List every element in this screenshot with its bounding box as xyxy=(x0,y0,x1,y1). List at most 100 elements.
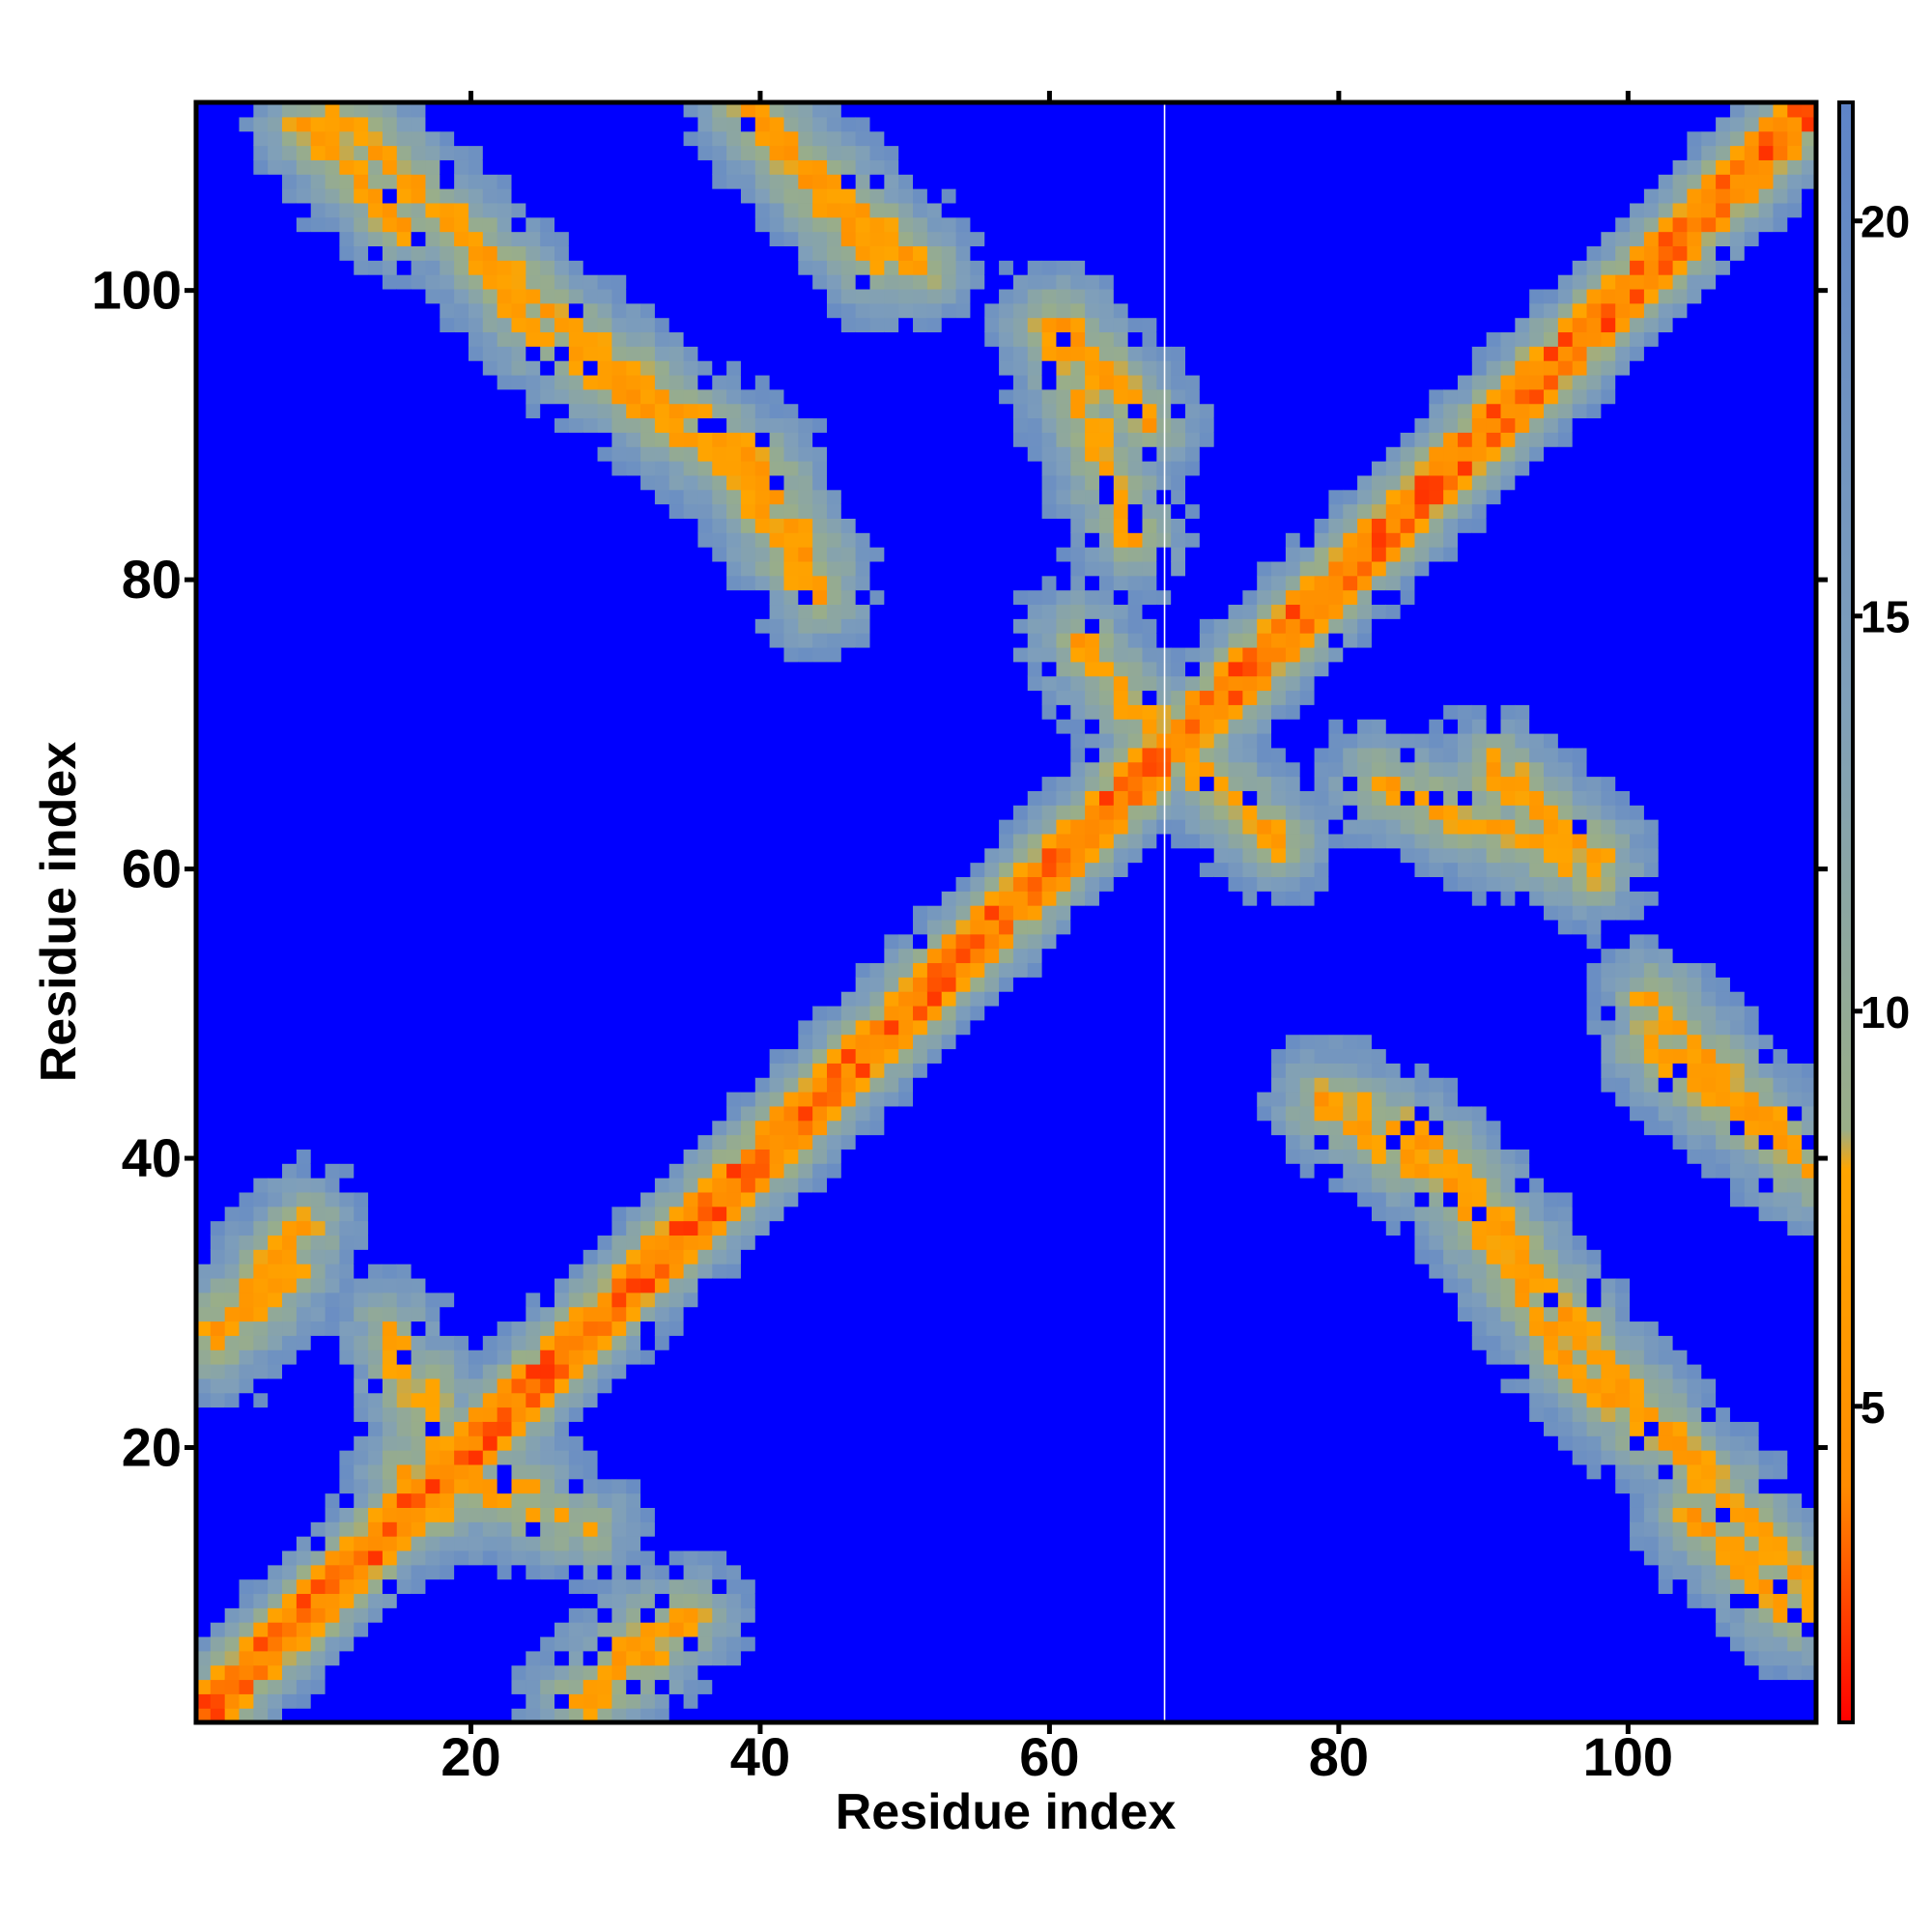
heatmap-cell xyxy=(568,1549,584,1566)
heatmap-cell xyxy=(640,661,656,677)
heatmap-cell xyxy=(382,1450,398,1465)
heatmap-cell xyxy=(425,231,440,247)
heatmap-cell xyxy=(812,1421,828,1436)
heatmap-cell xyxy=(196,432,212,447)
heatmap-cell xyxy=(683,589,699,606)
heatmap-cell xyxy=(425,862,440,877)
heatmap-cell xyxy=(268,1005,283,1021)
heatmap-cell xyxy=(540,518,555,533)
heatmap-cell xyxy=(740,1134,756,1150)
heatmap-cell xyxy=(712,1048,727,1064)
heatmap-cell xyxy=(697,1521,713,1537)
heatmap-cell xyxy=(626,503,641,519)
heatmap-cell xyxy=(654,719,670,734)
heatmap-cell xyxy=(224,245,241,261)
heatmap-cell xyxy=(754,331,771,347)
heatmap-cell xyxy=(754,704,771,720)
heatmap-cell xyxy=(411,1492,427,1508)
heatmap-cell xyxy=(540,905,555,921)
heatmap-cell xyxy=(812,1507,828,1522)
heatmap-cell xyxy=(798,919,813,935)
heatmap-cell xyxy=(740,1163,756,1179)
heatmap-cell xyxy=(296,145,312,160)
heatmap-cell xyxy=(769,1478,785,1494)
heatmap-cell xyxy=(640,302,656,319)
heatmap-cell xyxy=(740,1435,756,1451)
heatmap-cell xyxy=(769,1421,785,1436)
heatmap-cell xyxy=(253,1421,269,1436)
heatmap-cell xyxy=(712,188,727,204)
heatmap-cell xyxy=(582,1622,599,1637)
heatmap-cell xyxy=(482,1034,498,1050)
heatmap-cell xyxy=(582,905,599,921)
heatmap-cell xyxy=(582,1378,599,1394)
heatmap-cell xyxy=(396,876,412,892)
heatmap-cell xyxy=(798,862,813,877)
heatmap-cell xyxy=(354,747,369,763)
heatmap-cell xyxy=(396,690,412,705)
heatmap-cell xyxy=(526,633,541,648)
heatmap-cell xyxy=(554,1635,570,1652)
heatmap-cell xyxy=(339,833,355,849)
heatmap-cell xyxy=(282,174,298,189)
heatmap-cell xyxy=(626,1350,641,1365)
heatmap-cell xyxy=(310,948,327,964)
heatmap-cell xyxy=(740,432,756,447)
heatmap-cell xyxy=(253,1264,269,1279)
heatmap-cell xyxy=(568,417,584,433)
heatmap-cell xyxy=(582,1335,599,1350)
heatmap-cell xyxy=(611,1163,627,1179)
heatmap-cell xyxy=(296,1235,312,1250)
heatmap-cell xyxy=(339,1378,355,1394)
heatmap-cell xyxy=(196,1149,212,1164)
heatmap-cell xyxy=(568,1622,584,1637)
heatmap-cell xyxy=(554,1350,570,1365)
heatmap-cell xyxy=(282,1264,298,1279)
heatmap-cell xyxy=(668,331,685,347)
heatmap-cell xyxy=(754,819,771,835)
heatmap-cell xyxy=(626,1664,641,1681)
heatmap-cell xyxy=(224,489,241,505)
heatmap-cell xyxy=(526,1679,541,1694)
heatmap-cell xyxy=(597,1019,612,1036)
heatmap-cell xyxy=(654,1163,670,1179)
heatmap-cell xyxy=(812,661,828,677)
heatmap-cell xyxy=(210,633,226,648)
heatmap-cell xyxy=(654,905,670,921)
heatmap-cell xyxy=(224,1421,241,1436)
heatmap-cell xyxy=(296,288,312,304)
heatmap-cell xyxy=(425,1249,440,1264)
heatmap-cell xyxy=(611,446,627,462)
heatmap-cell xyxy=(411,489,427,505)
heatmap-cell xyxy=(712,732,727,749)
heatmap-cell xyxy=(210,1149,226,1164)
heatmap-cell xyxy=(497,1693,513,1709)
heatmap-cell xyxy=(812,905,828,921)
heatmap-cell xyxy=(282,962,298,978)
heatmap-cell xyxy=(568,1478,584,1494)
heatmap-cell xyxy=(554,1220,570,1236)
heatmap-cell xyxy=(268,1149,283,1164)
heatmap-cell xyxy=(597,1120,612,1136)
heatmap-cell xyxy=(196,288,212,304)
heatmap-cell xyxy=(325,1264,341,1279)
heatmap-cell xyxy=(712,461,727,476)
heatmap-cell xyxy=(196,1622,212,1637)
heatmap-cell xyxy=(282,661,298,677)
heatmap-cell xyxy=(268,1335,283,1350)
heatmap-cell xyxy=(626,1708,641,1723)
heatmap-cell xyxy=(196,1134,212,1150)
heatmap-cell xyxy=(640,633,656,648)
heatmap-cell xyxy=(239,747,254,763)
heatmap-cell xyxy=(812,102,828,118)
heatmap-cell xyxy=(468,1077,484,1093)
heatmap-cell xyxy=(740,102,756,118)
heatmap-cell xyxy=(497,1463,513,1480)
heatmap-cell xyxy=(597,633,612,648)
heatmap-cell xyxy=(268,547,283,562)
heatmap-cell xyxy=(540,288,555,304)
heatmap-cell xyxy=(812,1092,828,1107)
heatmap-cell xyxy=(640,288,656,304)
heatmap-cell xyxy=(454,1206,469,1222)
heatmap-cell xyxy=(440,145,455,160)
